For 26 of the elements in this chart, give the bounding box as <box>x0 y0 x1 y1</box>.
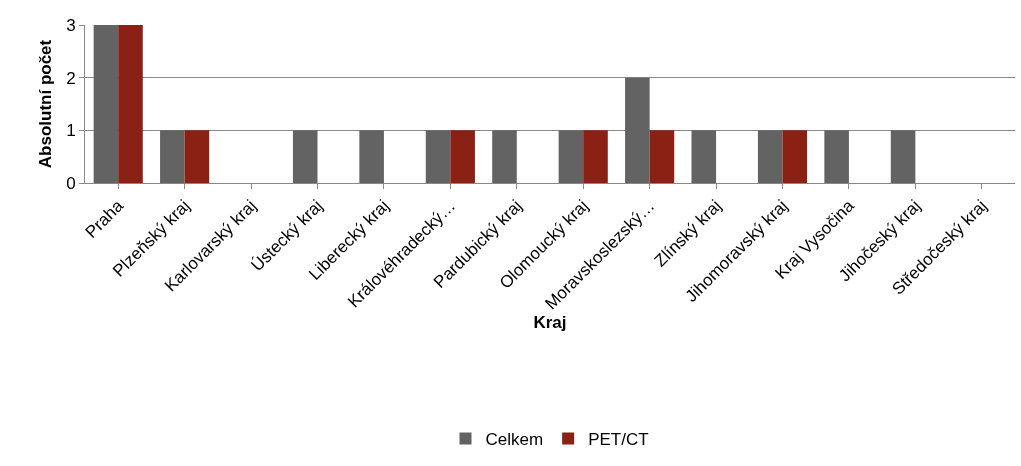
bar <box>649 130 675 183</box>
bar <box>583 130 608 183</box>
bar <box>184 130 210 183</box>
bar <box>292 130 318 183</box>
bar <box>93 25 119 183</box>
bar <box>890 130 916 183</box>
bar <box>691 130 717 183</box>
y-axis-title: Absolutní počet <box>35 39 55 169</box>
y-tick-label: 3 <box>66 15 76 35</box>
bar <box>492 130 517 183</box>
legend-label: PET/CT <box>588 430 649 450</box>
bar <box>824 130 849 183</box>
y-tick-label: 0 <box>66 173 76 193</box>
bar <box>625 77 650 183</box>
y-tick-label: 2 <box>66 68 76 88</box>
bar <box>757 130 783 183</box>
y-tick-label: 1 <box>66 121 76 141</box>
bar <box>558 130 584 183</box>
bar <box>160 130 185 183</box>
bar <box>118 25 143 183</box>
legend-label: Celkem <box>485 430 544 450</box>
bar <box>450 130 475 183</box>
bar <box>782 130 808 183</box>
bar <box>425 130 451 183</box>
bar <box>359 130 384 183</box>
x-axis-title: Kraj <box>533 313 567 333</box>
